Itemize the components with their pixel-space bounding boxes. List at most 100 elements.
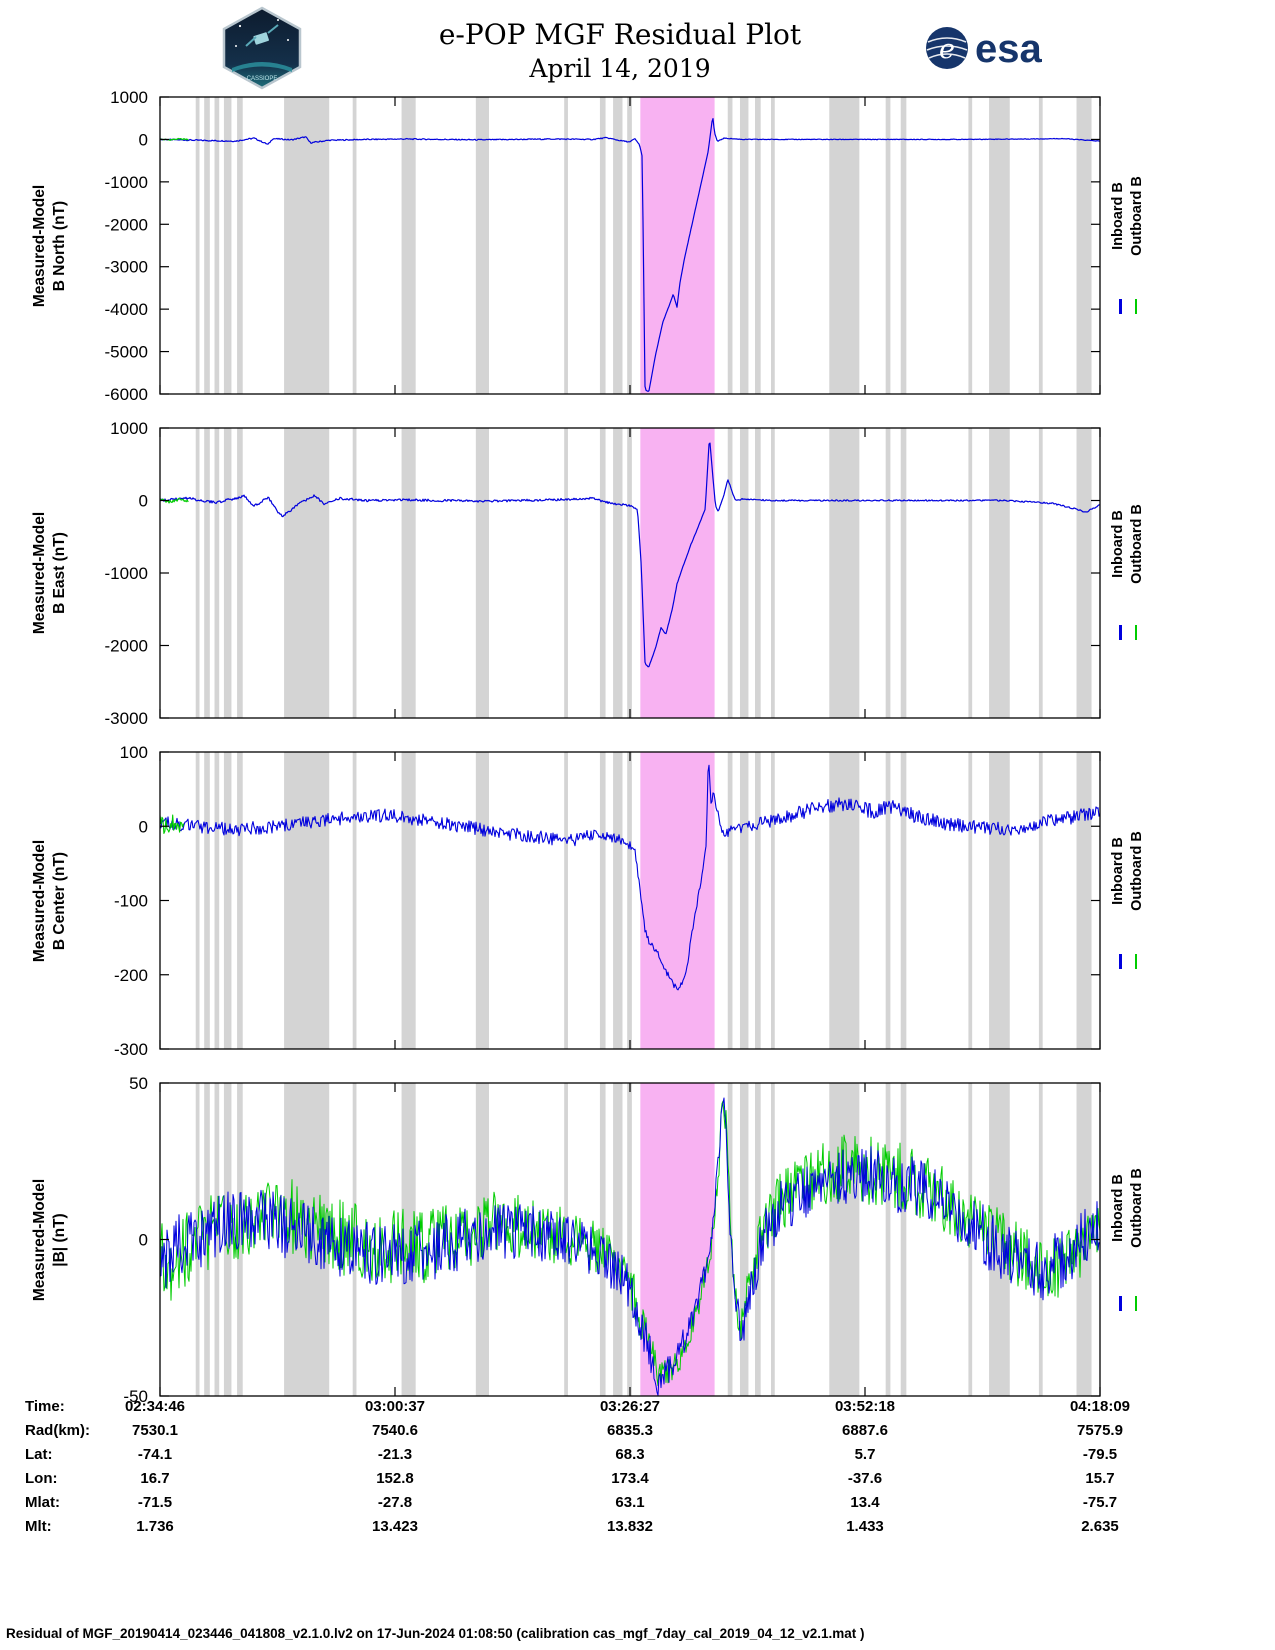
y-tick-label: -3000 <box>105 709 148 728</box>
inboard-legend-mark <box>1119 1295 1122 1311</box>
y-tick-label: 100 <box>120 743 148 762</box>
x-table-row-label: Mlat: <box>25 1494 60 1511</box>
plot-area-b-north: 1000 0 -1000 -2000 -3000 -4000 -5000 -6000 <box>105 88 1101 404</box>
outboard-legend-mark <box>1134 625 1137 641</box>
y-tick-label: 0 <box>139 492 148 511</box>
x-table-row-label: Time: <box>25 1398 65 1415</box>
x-table-value: 03:00:37 <box>364 1398 426 1415</box>
x-table-value: 16.7 <box>140 1470 170 1487</box>
y-tick-label: -3000 <box>105 258 148 277</box>
y-tick-label: 0 <box>139 817 148 836</box>
legend-inboard-label: Inboard B <box>1110 181 1127 250</box>
patch-earth-arc <box>232 62 292 72</box>
x-table-value: -37.6 <box>847 1470 883 1487</box>
y-tick-label: -5000 <box>105 343 148 362</box>
inboard-legend-mark <box>1119 298 1122 314</box>
x-table-value: -27.8 <box>377 1494 413 1511</box>
footer-filename: Residual of MGF_20190414_023446_041808_v… <box>6 1626 865 1641</box>
legend-outboard-label: Outboard B <box>1129 830 1145 911</box>
plot-area-b-center: 100 0 -100 -200 -300 <box>114 743 1101 1059</box>
ylabel-line2: |B| (nT) <box>51 1212 68 1267</box>
legend-inboard-label: Inboard B <box>1110 1174 1127 1243</box>
x-table-value: -75.7 <box>1082 1494 1118 1511</box>
y-tick-label: -1000 <box>105 564 148 583</box>
legend-b-center: Inboard B Outboard B <box>1102 752 1154 1049</box>
x-table-value: 7540.6 <box>372 1422 418 1439</box>
x-table-row-label: Lat: <box>25 1446 53 1463</box>
x-table-row-label: Rad(km): <box>25 1422 91 1439</box>
ylabel-line1: Measured-Model <box>30 511 48 635</box>
y-axis-label-b-magnitude: Measured-Model |B| (nT) <box>18 1083 82 1396</box>
x-table-value: -79.5 <box>1082 1446 1118 1463</box>
ylabel-line2: B Center (nT) <box>51 851 68 950</box>
y-tick-label: -2000 <box>105 215 148 234</box>
y-tick-label: -300 <box>114 1040 148 1059</box>
x-table-value: 03:52:18 <box>834 1398 896 1415</box>
legend-b-east: Inboard B Outboard B <box>1102 428 1154 718</box>
page-subtitle: April 14, 2019 <box>529 54 711 83</box>
y-axis-label-b-center: Measured-Model B Center (nT) <box>18 752 82 1049</box>
panel-b-north: Measured-Model B North (nT) 1000 0 -1000 -20… <box>0 88 1275 404</box>
y-tick-label: 1000 <box>110 419 148 438</box>
x-table-value: -71.5 <box>137 1494 173 1511</box>
y-tick-label: -2000 <box>105 637 148 656</box>
inboard-legend-mark <box>1119 953 1122 969</box>
plot-area-b-east: 1000 0 -1000 -2000 -3000 <box>105 419 1101 728</box>
x-table-value: 03:26:27 <box>599 1398 661 1415</box>
x-table-value: 152.8 <box>376 1470 414 1487</box>
y-tick-label: -1000 <box>105 173 148 192</box>
outboard-legend-mark <box>1134 953 1137 969</box>
x-table-value: 5.7 <box>854 1446 876 1463</box>
x-table-value: 1.433 <box>846 1518 884 1535</box>
y-tick-label: -4000 <box>105 300 148 319</box>
y-tick-label: -200 <box>114 966 148 985</box>
patch-mission-name: CASSIOPE <box>247 76 278 82</box>
x-table-value: 13.423 <box>372 1518 418 1535</box>
x-table-value: 1.736 <box>136 1518 174 1535</box>
y-tick-label: 0 <box>139 1231 148 1250</box>
inboard-legend-mark <box>1119 625 1122 641</box>
legend-b-magnitude: Inboard B Outboard B <box>1102 1083 1154 1396</box>
y-tick-label: 50 <box>129 1074 148 1093</box>
x-table-value: 02:34:46 <box>124 1398 186 1415</box>
x-table-value: 15.7 <box>1085 1470 1115 1487</box>
page-title: e-POP MGF Residual Plot <box>438 18 802 51</box>
x-table-value: 173.4 <box>611 1470 649 1487</box>
y-tick-label: 0 <box>139 130 148 149</box>
esa-logo: e esa <box>926 27 1042 71</box>
ylabel-line1: Measured-Model <box>30 184 48 307</box>
legend-inboard-label: Inboard B <box>1110 836 1127 905</box>
panel-b-east: Measured-Model B East (nT) 1000 0 -1000 -200… <box>0 419 1275 728</box>
x-table-value: 6835.3 <box>607 1422 653 1439</box>
panel-b-center: Measured-Model B Center (nT) 100 0 -100 -200… <box>0 743 1275 1059</box>
x-table-value: 13.832 <box>607 1518 653 1535</box>
svg-text:e: e <box>939 34 955 65</box>
x-table-value: 7530.1 <box>132 1422 178 1439</box>
x-table-value: 7575.9 <box>1077 1422 1123 1439</box>
x-table-row-label: Mlt: <box>25 1518 52 1535</box>
ylabel-line2: B North (nT) <box>51 200 68 291</box>
x-table-value: 6887.6 <box>842 1422 888 1439</box>
legend-outboard-label: Outboard B <box>1129 1168 1145 1249</box>
legend-inboard-label: Inboard B <box>1110 510 1127 578</box>
esa-emblem-icon: e <box>926 27 968 69</box>
x-axis-table: Time: 02:34:46 03:00:37 03:26:27 03:52:18 04:… <box>0 1398 1275 1558</box>
x-table-value: 2.635 <box>1081 1518 1119 1535</box>
satellite-icon <box>245 24 279 47</box>
ylabel-line1: Measured-Model <box>30 1178 48 1301</box>
outboard-legend-mark <box>1134 1295 1137 1311</box>
esa-wordmark: esa <box>975 27 1042 71</box>
y-axis-label-b-east: Measured-Model B East (nT) <box>18 428 82 718</box>
outboard-legend-mark <box>1134 298 1137 314</box>
mission-patch: CASSIOPE <box>222 6 302 90</box>
ylabel-line1: Measured-Model <box>30 839 48 962</box>
x-table-value: 63.1 <box>615 1494 645 1511</box>
y-tick-label: 1000 <box>110 88 148 107</box>
y-axis-label-b-north: Measured-Model B North (nT) <box>18 97 82 394</box>
legend-outboard-label: Outboard B <box>1129 504 1145 584</box>
x-table-value: -74.1 <box>137 1446 173 1463</box>
y-tick-label: -50 <box>123 1387 148 1406</box>
legend-outboard-label: Outboard B <box>1129 175 1145 256</box>
